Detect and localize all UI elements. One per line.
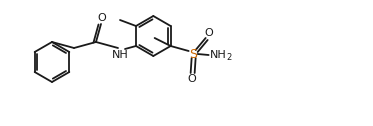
Text: 2: 2 (226, 53, 231, 61)
Text: O: O (187, 74, 196, 84)
Text: NH: NH (210, 50, 227, 60)
Text: S: S (189, 48, 197, 60)
Text: NH: NH (112, 50, 128, 60)
Text: O: O (98, 13, 106, 23)
Text: O: O (204, 28, 213, 38)
